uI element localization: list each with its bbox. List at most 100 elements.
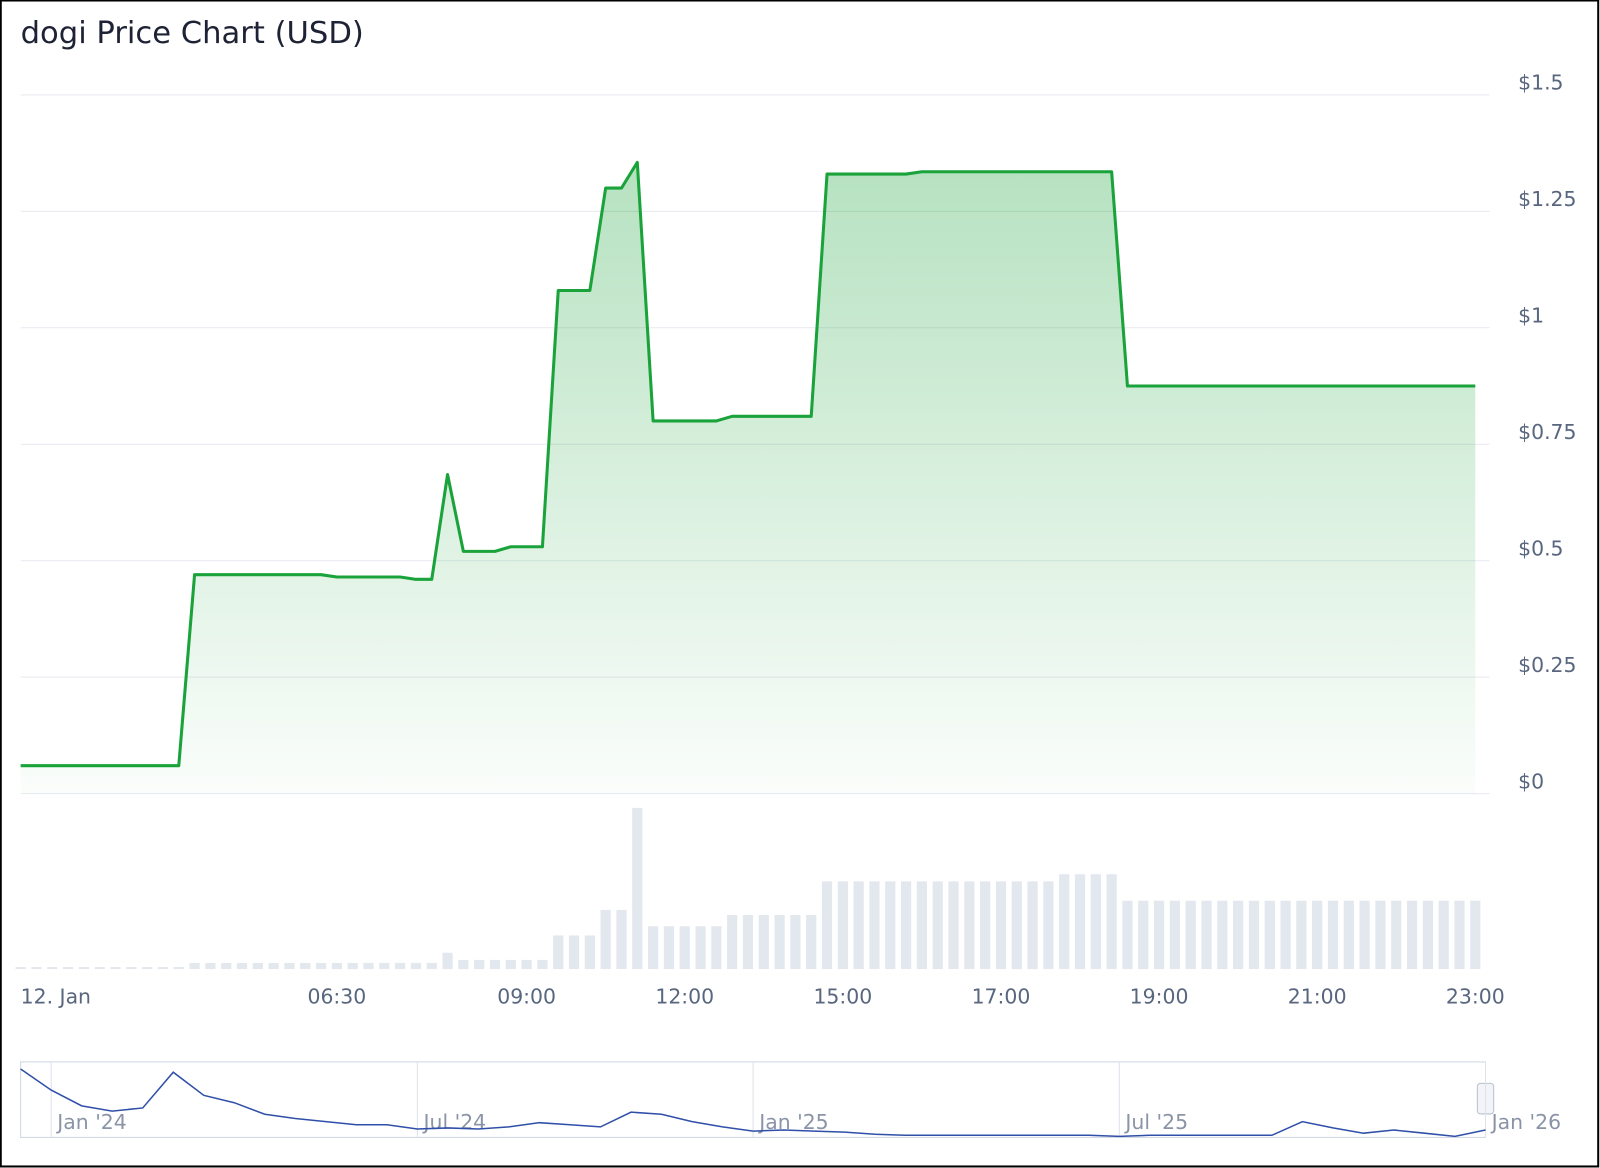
- x-tick-label: 19:00: [1130, 985, 1189, 1009]
- volume-bar: [600, 909, 611, 970]
- volume-bar: [1059, 874, 1070, 970]
- volume-bar: [1011, 881, 1022, 970]
- volume-bar: [1106, 874, 1117, 970]
- volume-bar: [47, 967, 58, 970]
- volume-bar: [157, 967, 169, 970]
- navigator-tick-label: Jan '24: [55, 1110, 126, 1134]
- volume-bar: [1169, 900, 1180, 970]
- volume-bar: [1138, 900, 1149, 970]
- volume-bar: [142, 967, 153, 970]
- volume-bar: [1233, 900, 1244, 970]
- volume-bar: [980, 881, 991, 970]
- volume-bar: [663, 926, 675, 970]
- volume-bar: [806, 915, 817, 970]
- volume-bar: [869, 881, 880, 970]
- volume-bar: [31, 967, 42, 970]
- volume-bar: [632, 807, 643, 970]
- volume-bar: [284, 962, 295, 970]
- y-tick-label: $1.25: [1518, 187, 1576, 211]
- y-tick-label: $1: [1518, 304, 1544, 328]
- volume-bar: [94, 967, 105, 970]
- volume-bar: [78, 967, 89, 970]
- volume-bar: [363, 962, 374, 970]
- x-tick-label: 17:00: [972, 985, 1031, 1009]
- volume-bar: [252, 962, 263, 970]
- volume-bar: [505, 959, 516, 970]
- volume-bar: [932, 881, 943, 970]
- volume-bar: [458, 959, 469, 970]
- y-tick-label: $1.5: [1518, 71, 1563, 95]
- volume-bar: [1264, 900, 1275, 970]
- price-line: [20, 160, 1476, 768]
- y-tick-label: $0.25: [1518, 653, 1576, 677]
- x-tick-label: 23:00: [1446, 985, 1505, 1009]
- volume-bar: [474, 959, 485, 970]
- volume-bar: [395, 962, 406, 970]
- volume-bar: [837, 881, 848, 970]
- x-tick-label: 12. Jan: [21, 985, 91, 1009]
- volume-bar: [774, 915, 785, 970]
- volume-bar: [900, 881, 912, 970]
- volume-bar: [1296, 900, 1307, 970]
- y-tick-label: $0.5: [1518, 536, 1563, 560]
- x-tick-label: 15:00: [813, 985, 872, 1009]
- volume-bar: [616, 909, 627, 970]
- volume-bar: [1027, 881, 1038, 970]
- volume-bar: [695, 926, 706, 970]
- volume-bar: [727, 915, 738, 970]
- volume-bar: [964, 881, 975, 970]
- volume-bar: [584, 935, 595, 970]
- volume-bar: [1438, 900, 1449, 970]
- volume-bar: [268, 962, 279, 970]
- volume-bar: [821, 881, 833, 970]
- volume-bar: [1153, 900, 1165, 970]
- volume-bar: [916, 881, 928, 970]
- volume-bar: [1090, 874, 1101, 970]
- volume-bar: [300, 962, 311, 970]
- volume-bar: [1201, 900, 1212, 970]
- volume-bar: [379, 962, 390, 970]
- volume-bar: [221, 962, 232, 970]
- navigator-tick-label: Jul '24: [422, 1110, 487, 1134]
- volume-bar: [189, 962, 200, 970]
- volume-bar: [1043, 881, 1054, 970]
- navigator-tick-label: Jan '26: [1490, 1110, 1561, 1134]
- volume-bar: [1280, 900, 1291, 970]
- volume-bar: [15, 967, 26, 970]
- volume-bar: [1343, 900, 1354, 970]
- volume-bar: [742, 915, 754, 970]
- x-tick-label: 21:00: [1288, 985, 1347, 1009]
- volume-bar: [648, 926, 659, 970]
- volume-bar: [126, 967, 137, 970]
- x-tick-label: 09:00: [497, 985, 556, 1009]
- y-tick-label: $0: [1518, 769, 1544, 793]
- volume-bar: [1327, 900, 1339, 970]
- volume-bar: [426, 962, 437, 970]
- volume-bar: [948, 881, 959, 970]
- volume-bar: [1375, 900, 1386, 970]
- price-area: [20, 162, 1476, 794]
- volume-bar: [1122, 900, 1133, 970]
- volume-bar: [110, 967, 121, 970]
- volume-bar: [885, 881, 896, 970]
- volume-bar: [489, 959, 501, 970]
- volume-bar: [62, 967, 74, 970]
- volume-bar: [758, 915, 769, 970]
- x-tick-label: 06:30: [307, 985, 366, 1009]
- volume-bar: [790, 915, 801, 970]
- volume-bar: [553, 935, 564, 970]
- volume-bar: [236, 962, 248, 970]
- volume-bar: [568, 935, 580, 970]
- volume-bar: [1391, 900, 1402, 970]
- volume-bar: [711, 926, 722, 970]
- volume-bar: [1217, 900, 1228, 970]
- volume-bar: [205, 962, 216, 970]
- volume-bar: [442, 952, 453, 970]
- x-tick-label: 12:00: [655, 985, 714, 1009]
- volume-bar: [410, 962, 422, 970]
- volume-bar: [1359, 900, 1370, 970]
- navigator-line: [20, 1068, 1486, 1138]
- volume-bar: [347, 962, 358, 970]
